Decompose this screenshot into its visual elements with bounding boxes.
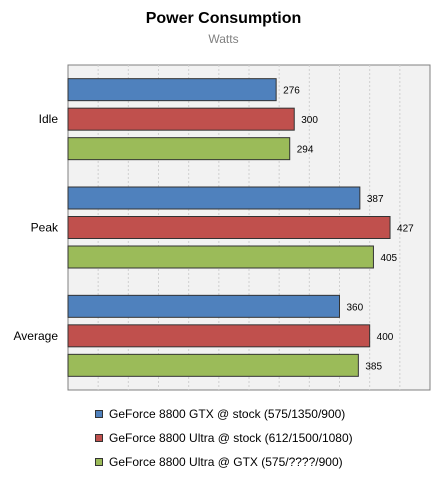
category-label-peak: Peak: [31, 221, 59, 235]
legend-label-2: GeForce 8800 Ultra @ stock (612/1500/108…: [109, 431, 353, 445]
chart-title: Power Consumption: [145, 10, 302, 27]
bar: [67, 245, 374, 269]
bar-chart: 276 300 294 387 427 405 360 400 385 Idle Peak Aver…: [14, 64, 431, 391]
data-label: 300: [301, 115, 318, 126]
data-label: 387: [367, 194, 384, 205]
data-label: 294: [297, 145, 314, 156]
legend-item-1: GeForce 8800 GTX @ stock (575/1350/900): [95, 402, 353, 426]
chart-subtitle: Watts: [208, 32, 239, 46]
category-label-idle: Idle: [39, 112, 59, 126]
legend-label-1: GeForce 8800 GTX @ stock (575/1350/900): [109, 407, 346, 421]
bar: [67, 78, 277, 102]
bars: 276 300 294 387 427 405 360 400 385: [67, 78, 414, 377]
legend: GeForce 8800 GTX @ stock (575/1350/900) …: [95, 402, 353, 474]
category-label-average: Average: [14, 329, 59, 343]
legend-item-3: GeForce 8800 Ultra @ GTX (575/????/900): [95, 450, 353, 474]
bar: [67, 107, 295, 131]
bar: [67, 294, 340, 318]
data-label: 405: [380, 253, 397, 264]
data-label: 427: [397, 224, 414, 235]
data-label: 276: [283, 86, 300, 97]
legend-swatch-1: [95, 410, 103, 418]
category-labels: Idle Peak Average: [14, 112, 59, 343]
data-label: 360: [347, 302, 364, 313]
data-label: 385: [365, 361, 382, 372]
bar: [67, 324, 371, 348]
legend-swatch-3: [95, 458, 103, 466]
legend-label-3: GeForce 8800 Ultra @ GTX (575/????/900): [109, 455, 343, 469]
bar: [67, 137, 291, 161]
bar: [67, 353, 359, 377]
bar: [67, 216, 391, 239]
legend-swatch-2: [95, 434, 103, 442]
bar: [67, 186, 361, 210]
legend-item-2: GeForce 8800 Ultra @ stock (612/1500/108…: [95, 426, 353, 450]
data-label: 400: [377, 332, 394, 343]
